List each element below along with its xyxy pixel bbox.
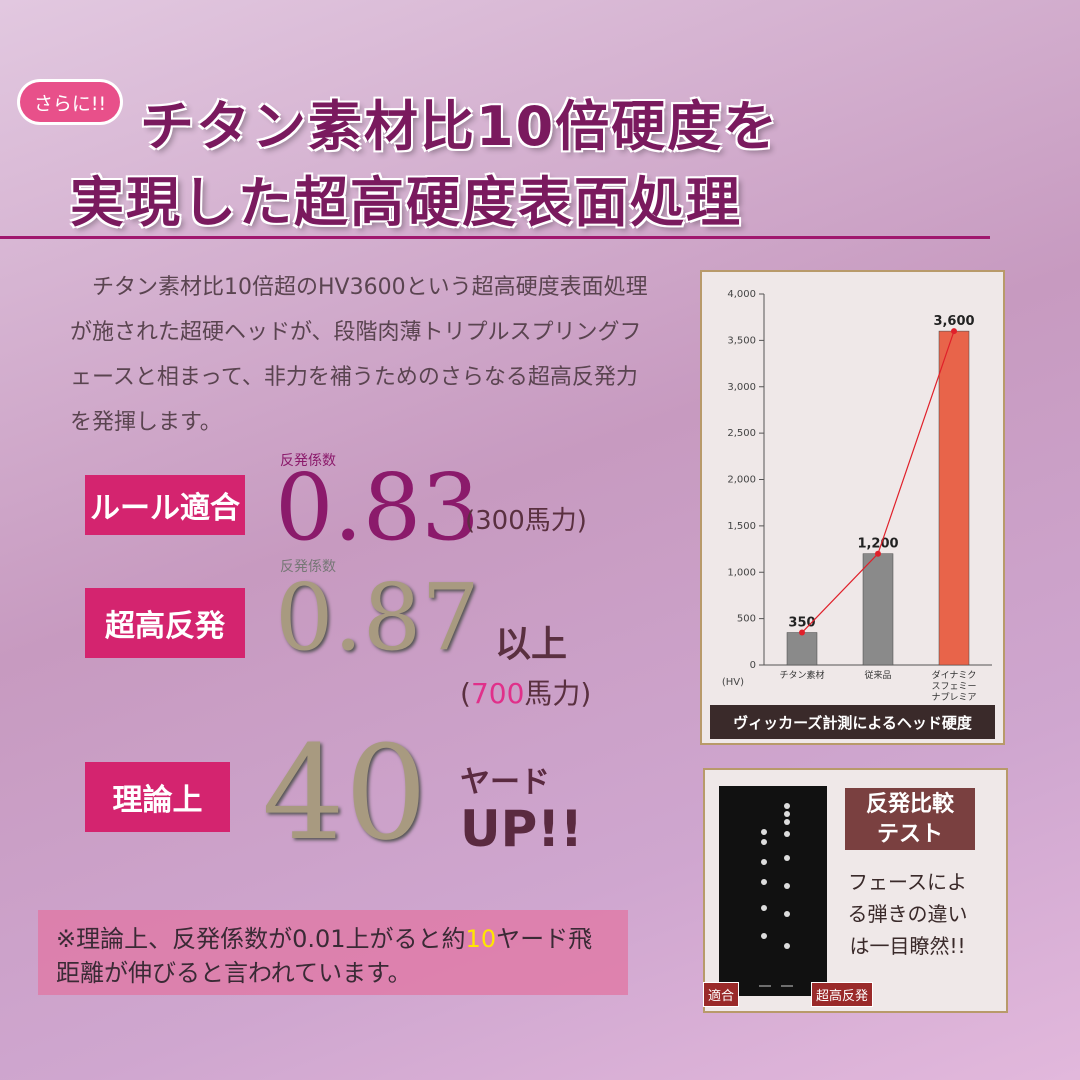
body-text: チタン素材比10倍超のHV3600という超高硬度表面処理が施された超硬ヘッドが、… [70,275,648,435]
chart: (HV) 0 500 1,000 1,500 2,000 2,500 3,000 3,500 4… [722,289,992,688]
test-title: 反発比較テスト [845,788,975,850]
spec-suffix: ヤード [460,765,550,800]
bar [786,632,818,666]
headline: 実現した超高硬度表面処理 [70,171,742,234]
rule [0,236,990,239]
chart-panel: (HV) 0 500 1,000 1,500 2,000 2,500 3,000 3,500 4… [700,270,1005,745]
text: 700 [470,677,525,710]
x-tick-label: チタン素材 [779,671,825,681]
spec-suffix: UP!! [460,800,583,858]
spec-value: 0.87 [275,564,480,671]
bar [862,553,894,666]
y-tick-label: 2,500 [727,428,756,439]
spec-value: 0.83 [275,454,480,561]
trend-point [799,629,805,636]
x-tick-label: ダイナミクスフェミーナプレミア [931,671,977,703]
y-tick-label: 2,000 [727,475,756,486]
y-tick-label: 1,000 [727,567,756,578]
y-tick-label: 4,000 [727,289,756,300]
trend-point [875,550,881,557]
spec-label: ルール適合 [85,475,245,535]
spec-caption: 反発係数 [280,453,336,469]
text: ヤード飛距離が伸びると言われています。 [56,925,593,987]
headline: チタン素材比10倍硬度を [140,95,780,158]
test-label: 適合 [703,982,740,1007]
data-label: 1,200 [857,537,898,552]
x-tick-label: 従来品 [864,671,892,681]
note: ※理論上、反発係数が0.01上がると約10ヤード飛距離が伸びると言われています。 [38,910,628,995]
test-panel: 反発比較テスト フェースによる弾きの違いは一目瞭然!! 適合 超高反発 [703,768,1008,1013]
spec-label: 超高反発 [85,588,245,658]
bar [938,330,970,666]
y-tick-label: 500 [737,614,756,625]
axis-unit: (HV) [722,677,744,688]
badge: さらに!! [20,82,120,122]
y-tick-label: 3,000 [727,382,756,393]
text: ※理論上、反発係数が0.01上がると約 [56,925,466,953]
data-label: 350 [788,616,815,631]
y-tick-label: 3,500 [727,335,756,346]
text: 馬力) [524,677,592,710]
test-description: フェースによる弾きの違いは一目瞭然!! [847,870,968,958]
spec-sub: (700馬力) [460,672,591,712]
data-label: 3,600 [933,314,974,329]
spec-suffix: 以上 [495,624,568,665]
chart-caption: ヴィッカーズ計測によるヘッド硬度 [710,705,995,739]
spec-caption: 反発係数 [280,559,336,575]
y-tick-label: 0 [750,660,756,671]
text: 10 [465,925,497,953]
y-tick-label: 1,500 [727,521,756,532]
dots [759,803,793,987]
test-image [719,786,827,996]
test-label: 超高反発 [811,982,874,1007]
spec-label: 理論上 [85,762,230,832]
spec-suffix: (300馬力) [465,506,587,536]
text: ( [460,677,471,710]
spec-value: 40 [262,717,428,869]
trend-point [951,328,957,335]
